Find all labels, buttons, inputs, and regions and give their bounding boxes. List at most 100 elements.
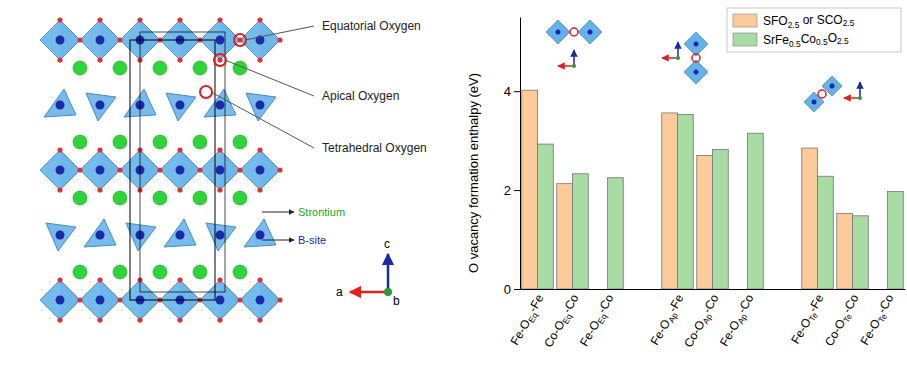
b-site-atom bbox=[256, 166, 265, 175]
text-part: 0.5 bbox=[789, 39, 801, 49]
strontium-atom bbox=[73, 191, 87, 205]
tick: 2 bbox=[504, 183, 520, 198]
callout-label: Equatorial Oxygen bbox=[322, 19, 421, 33]
tetrahedron bbox=[84, 219, 116, 247]
tetrahedron bbox=[244, 219, 276, 247]
inset-ring bbox=[692, 54, 700, 62]
b-site-atom bbox=[216, 296, 225, 305]
inset-polyhedron bbox=[684, 32, 708, 56]
strontium-atom bbox=[113, 265, 127, 279]
inset-polyhedron bbox=[684, 60, 708, 84]
highlight-ring bbox=[214, 54, 226, 66]
oxygen-atom bbox=[137, 317, 142, 322]
callout-arrow bbox=[262, 240, 294, 241]
inset-atom bbox=[588, 30, 593, 35]
bar bbox=[573, 174, 589, 289]
b-site-atom bbox=[216, 166, 225, 175]
text-part: -Fe bbox=[665, 292, 686, 315]
inset-polyhedron bbox=[822, 76, 842, 96]
text-part: -Fe bbox=[805, 292, 826, 315]
octahedron bbox=[240, 280, 280, 320]
oxygen-atom bbox=[57, 57, 62, 62]
b-site-atom bbox=[56, 166, 65, 175]
oxygen-atom bbox=[97, 147, 102, 152]
oxygen-atom bbox=[177, 317, 182, 322]
oxygen-atom bbox=[277, 297, 282, 302]
oxygen-atom bbox=[257, 277, 262, 282]
b-site-atom bbox=[56, 101, 65, 110]
inset-axis bbox=[677, 42, 679, 58]
strontium-atom bbox=[113, 191, 127, 205]
strontium-atom bbox=[153, 61, 167, 75]
oxygen-atom bbox=[97, 277, 102, 282]
octahedron bbox=[40, 150, 80, 190]
tick: 0 bbox=[504, 282, 520, 297]
callout-line bbox=[225, 60, 314, 96]
strontium-atom bbox=[193, 191, 207, 205]
strontium-atom bbox=[233, 265, 247, 279]
oxygen-atom bbox=[97, 57, 102, 62]
text-part: -Co bbox=[595, 292, 617, 316]
bar bbox=[713, 150, 729, 289]
inset-ring bbox=[570, 28, 578, 36]
legend-item: SrFe0.5Co0.5O2.5 bbox=[733, 31, 849, 49]
strontium-atom bbox=[233, 191, 247, 205]
bar bbox=[888, 192, 904, 289]
bar-chart: 024O vacancy formation enthalpy (eV)Fe-O… bbox=[466, 8, 906, 351]
oxygen-atom bbox=[57, 187, 62, 192]
strontium-atom bbox=[113, 135, 127, 149]
inset-axis bbox=[573, 50, 575, 66]
oxygen-atom bbox=[237, 297, 242, 302]
inset-polyhedron bbox=[804, 92, 824, 112]
text-part: -Co bbox=[875, 292, 897, 316]
b-site-atom bbox=[256, 101, 265, 110]
tetrahedron bbox=[86, 93, 116, 121]
legend-label: SFO2.5 or SCO2.5 bbox=[763, 13, 855, 30]
text-part: O bbox=[828, 31, 837, 45]
b-site-atom bbox=[216, 101, 225, 110]
inset-axis bbox=[558, 65, 574, 67]
strontium-atom bbox=[233, 135, 247, 149]
x-axis: Fe-OEq-FeCo-OEq-CoFe-OEq-CoFe-OAp-FeCo-O… bbox=[507, 290, 906, 351]
text-part: -Co bbox=[735, 292, 757, 316]
axis-line bbox=[520, 18, 521, 290]
legend-swatch bbox=[733, 14, 757, 27]
oxygen-atom bbox=[217, 17, 222, 22]
callout-label: Apical Oxygen bbox=[322, 89, 399, 103]
inset-ring bbox=[818, 90, 826, 98]
strontium-atom bbox=[153, 191, 167, 205]
oxygen-atom bbox=[257, 187, 262, 192]
octahedron bbox=[80, 20, 120, 60]
oxygen-atom bbox=[97, 187, 102, 192]
tick: 4 bbox=[504, 84, 520, 99]
octahedron bbox=[40, 20, 80, 60]
highlight-ring bbox=[200, 86, 212, 98]
strontium-atom bbox=[153, 135, 167, 149]
strontium-atom bbox=[153, 265, 167, 279]
bar bbox=[748, 133, 764, 289]
octahedron bbox=[160, 150, 200, 190]
strontium-atom bbox=[73, 135, 87, 149]
tick-label: 2 bbox=[504, 183, 511, 198]
inset-axis bbox=[662, 57, 678, 59]
oxygen-atom bbox=[277, 167, 282, 172]
text-part: -Co bbox=[840, 292, 862, 316]
b-site-atom bbox=[216, 231, 225, 240]
legend-swatch bbox=[733, 33, 757, 46]
figure: Equatorial OxygenApical OxygenTetrahedra… bbox=[0, 0, 907, 368]
oxygen-atom bbox=[97, 317, 102, 322]
axis-letter: a bbox=[336, 285, 343, 299]
tick-label: 0 bbox=[504, 282, 511, 297]
b-site-atom bbox=[256, 296, 265, 305]
oxygen-atom bbox=[117, 297, 122, 302]
oxygen-atom bbox=[137, 17, 142, 22]
axis-arrow bbox=[350, 291, 388, 294]
bar bbox=[818, 176, 834, 289]
inset-axis bbox=[859, 82, 861, 98]
tick: Fe-OTe-Co bbox=[857, 292, 899, 349]
b-site-atom bbox=[176, 166, 185, 175]
bar bbox=[557, 184, 573, 289]
strontium-atom bbox=[73, 61, 87, 75]
tick-label: 4 bbox=[504, 84, 511, 99]
inset-axis-dot bbox=[858, 96, 862, 100]
